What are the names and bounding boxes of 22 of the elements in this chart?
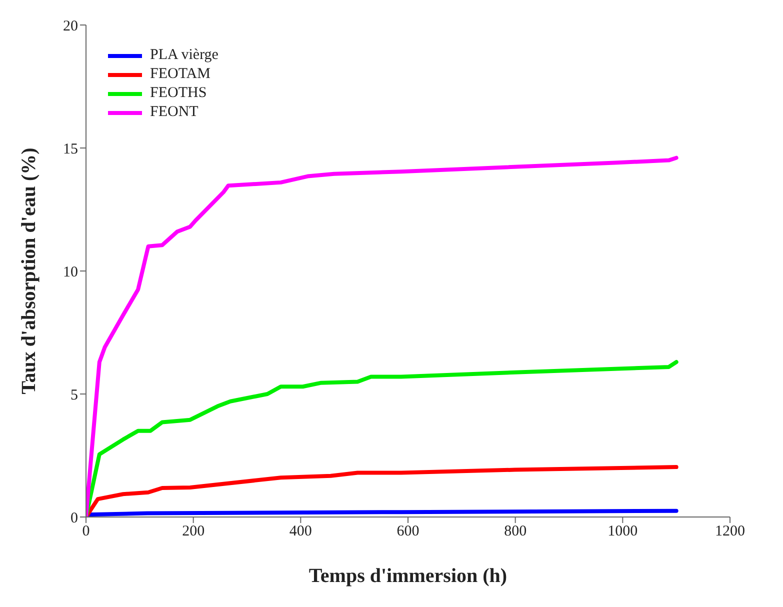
line-series <box>86 508 678 517</box>
legend-label: FEONT <box>150 103 198 122</box>
x-tick-label: 0 <box>82 524 90 540</box>
y-tick-label: 15 <box>63 141 78 158</box>
legend-label: FEOTHS <box>150 84 207 103</box>
x-tick-label: 400 <box>289 524 312 540</box>
x-tick-label: 800 <box>504 524 527 540</box>
y-tick-label: 10 <box>63 264 78 280</box>
x-tick-label: 200 <box>182 524 205 540</box>
line-series <box>86 360 678 517</box>
line-series <box>86 156 678 517</box>
x-tick-label: 600 <box>396 524 420 540</box>
legend-label: FEOTAM <box>150 65 210 84</box>
x-axis-title: Temps d'immersion (h) <box>308 565 508 587</box>
x-tick-label: 1200 <box>715 524 745 540</box>
x-tick-label: 1000 <box>608 524 638 540</box>
y-tick-label: 5 <box>70 387 78 404</box>
legend-label: PLA vièrge <box>150 46 218 65</box>
y-tick-label: 20 <box>63 18 78 34</box>
y-tick-label: 0 <box>70 510 78 526</box>
line-series <box>86 465 678 517</box>
y-axis-title: Taux d'absorption d'eau (%) <box>18 148 40 394</box>
